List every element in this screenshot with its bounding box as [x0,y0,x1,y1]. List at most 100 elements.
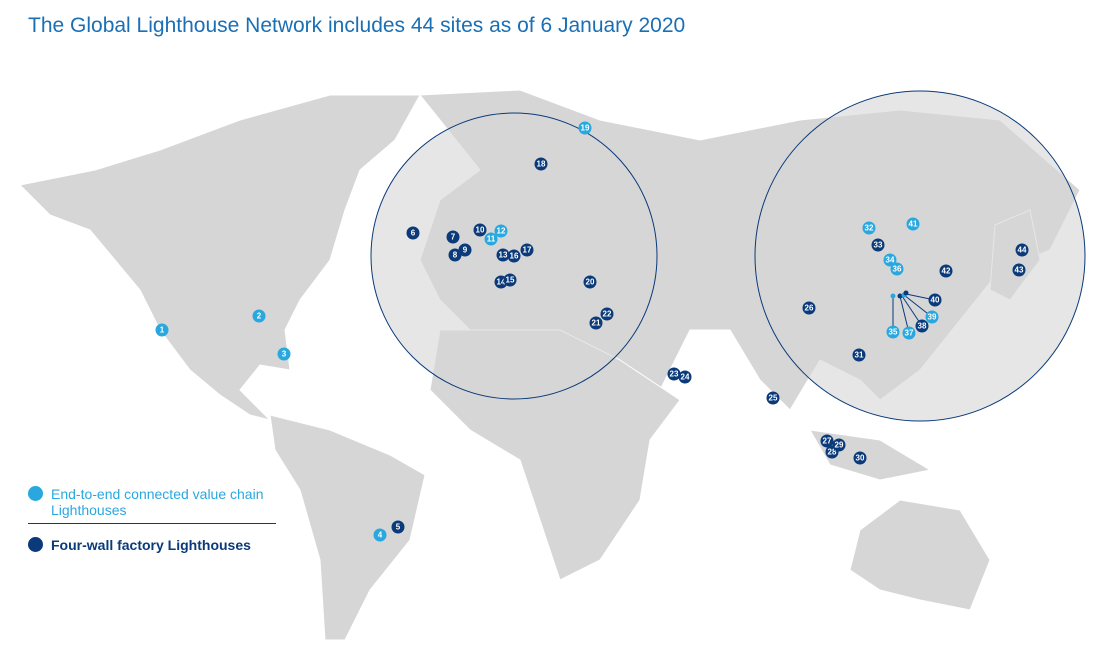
site-marker: 18 [534,157,548,171]
legend-label: End-to-end connected value chain Lightho… [51,486,264,518]
site-marker: 12 [494,224,508,238]
site-label: 9 [463,246,468,255]
site-marker: 4 [373,528,387,542]
site-dot [1015,243,1029,257]
site-dot [871,238,885,252]
legend-swatch [28,537,43,552]
site-marker: 44 [1015,243,1029,257]
leader-dots [890,290,909,299]
site-label: 40 [931,296,940,305]
site-label: 38 [918,322,927,331]
site-label: 22 [603,310,612,319]
site-dot [503,273,517,287]
site-dot [484,232,498,246]
site-label: 26 [805,304,814,313]
site-label: 42 [942,267,951,276]
site-label: 32 [865,224,874,233]
site-label: 39 [928,313,937,322]
site-dot [802,301,816,315]
site-dot [890,262,904,276]
site-label: 29 [835,441,844,450]
site-marker: 3 [277,347,291,361]
site-label: 23 [670,370,679,379]
site-marker: 31 [852,348,866,362]
site-marker: 19 [578,121,592,135]
site-label: 34 [886,256,895,265]
site-marker: 36 [890,262,904,276]
site-dot [1012,263,1026,277]
site-label: 3 [282,350,287,359]
site-marker: 33 [871,238,885,252]
site-dot [862,221,876,235]
legend-label: Four-wall factory Lighthouses [51,537,251,553]
site-label: 21 [592,319,601,328]
site-label: 20 [586,278,595,287]
site-label: 2 [257,312,262,321]
site-dot [883,253,897,267]
site-dot [155,323,169,337]
site-label: 10 [476,226,485,235]
site-dot [852,348,866,362]
site-marker: 21 [589,316,603,330]
site-label: 11 [487,235,496,244]
site-dot [886,325,900,339]
site-marker: 13 [496,248,510,262]
site-label: 12 [497,227,506,236]
site-label: 17 [523,246,532,255]
site-marker: 32 [862,221,876,235]
title: The Global Lighthouse Network includes 4… [28,14,686,37]
site-dot [406,226,420,240]
site-marker: 1 [155,323,169,337]
site-label: 6 [411,229,416,238]
site-marker: 11 [484,232,498,246]
site-marker: 17 [520,243,534,257]
site-label: 25 [769,394,778,403]
site-dot [820,434,834,448]
site-dot [473,223,487,237]
site-marker: 24 [678,370,692,384]
site-dot [520,243,534,257]
legend-item: End-to-end connected value chain Lightho… [28,486,276,524]
site-marker: 10 [473,223,487,237]
site-marker: 23 [667,367,681,381]
site-marker: 5 [391,520,405,534]
site-marker: 8 [448,248,462,262]
site-dot [496,248,510,262]
site-dot [589,316,603,330]
site-label: 33 [874,241,883,250]
site-dot [915,319,929,333]
site-marker: 38 [915,319,929,333]
site-label: 14 [497,278,506,287]
site-label: 30 [856,454,865,463]
site-label: 44 [1018,246,1027,255]
site-label: 27 [823,437,832,446]
site-dot [446,230,460,244]
site-marker: 29 [832,438,846,452]
site-marker: 43 [1012,263,1026,277]
site-dot [766,391,780,405]
site-marker: 7 [446,230,460,244]
site-label: 31 [855,351,864,360]
site-dot [906,217,920,231]
site-label: 28 [828,448,837,457]
site-marker: 2 [252,309,266,323]
site-dot [902,326,916,340]
site-dot [832,438,846,452]
site-dot [600,307,614,321]
site-marker: 42 [939,264,953,278]
site-dot [939,264,953,278]
site-marker: 26 [802,301,816,315]
site-label: 36 [893,265,902,274]
site-label: 37 [905,329,914,338]
site-label: 4 [378,531,383,540]
site-marker: 35 [886,325,900,339]
site-label: 16 [510,252,519,261]
legend-item: Four-wall factory Lighthouses [28,537,251,553]
site-dot [583,275,597,289]
site-marker: 22 [600,307,614,321]
site-dot [507,249,521,263]
site-marker: 9 [458,243,472,257]
site-dot [853,451,867,465]
